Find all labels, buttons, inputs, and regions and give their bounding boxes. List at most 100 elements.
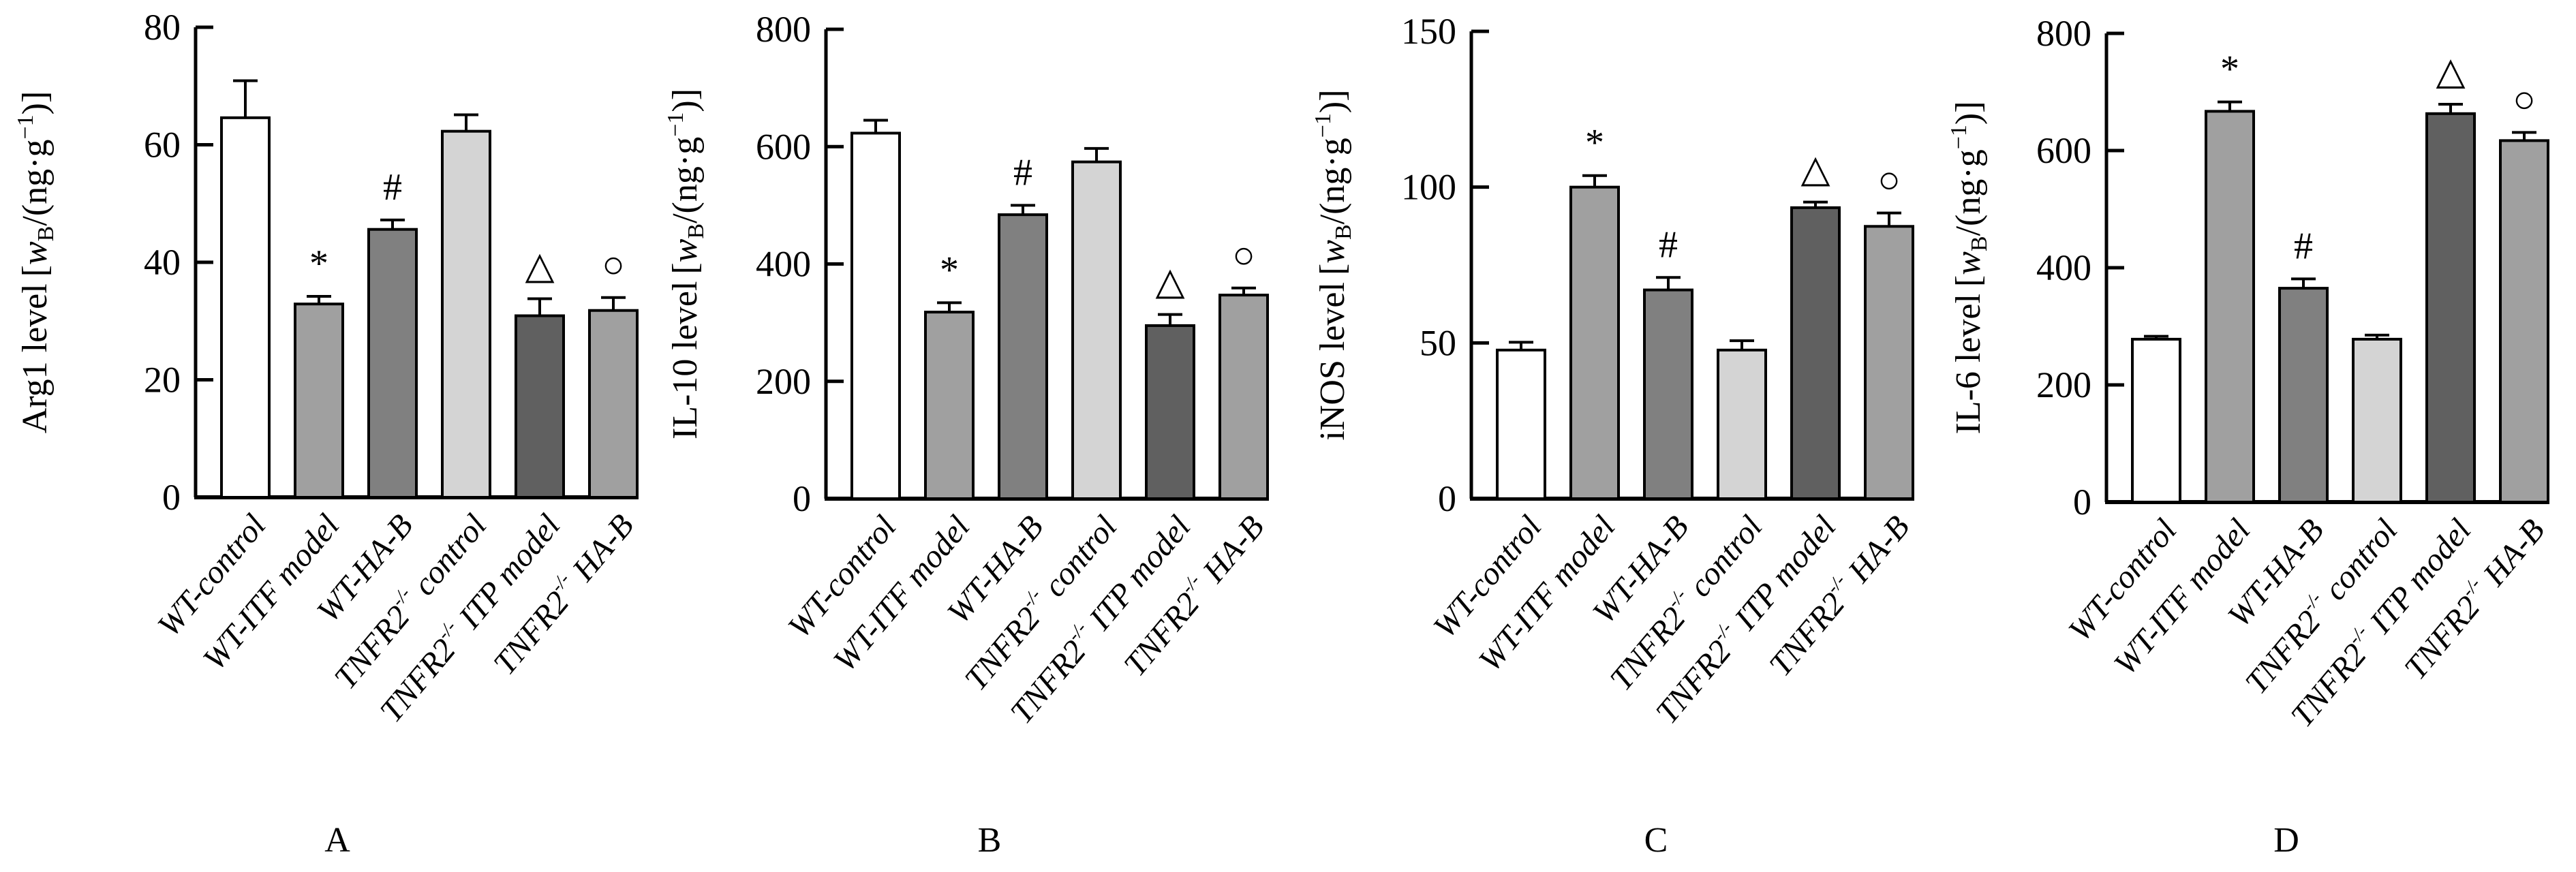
bar xyxy=(2425,112,2476,503)
bar xyxy=(1218,294,1269,500)
y-axis-title: iNOS level [wB/(ng·g−1)] xyxy=(1310,89,1356,440)
y-axis-title-name: IL-10 level xyxy=(666,281,705,439)
y-tick-label: 40 xyxy=(144,242,181,283)
y-axis-title-subscript: B xyxy=(1331,224,1356,240)
y-tick-label: 200 xyxy=(2036,364,2091,405)
x-category-label-suffix: HA-B xyxy=(560,508,641,594)
significance-marker: # xyxy=(1659,223,1678,266)
bar xyxy=(294,302,344,499)
y-axis-title-symbol: w xyxy=(1313,240,1352,264)
bar xyxy=(850,131,901,501)
y-tick-label: 400 xyxy=(756,244,811,285)
bar xyxy=(220,116,271,499)
y-axis-title-open: [ xyxy=(666,262,705,274)
y-axis-title-superscript: −1 xyxy=(13,114,38,139)
x-category-label-suffix: HA-B xyxy=(1191,509,1272,595)
significance-marker: ○ xyxy=(2513,78,2536,121)
bar xyxy=(1643,288,1693,500)
significance-marker: # xyxy=(2294,225,2313,267)
y-tick-label: 800 xyxy=(2036,13,2091,54)
y-axis-title-name: IL-6 level xyxy=(1949,294,1988,434)
y-axis-title-unit: /(ng·g xyxy=(16,140,55,226)
panel-letter: A xyxy=(324,821,350,860)
bar xyxy=(515,314,565,499)
y-tick-label: 600 xyxy=(2036,130,2091,171)
y-axis-title-open: [ xyxy=(1313,264,1352,275)
bar xyxy=(1717,348,1767,500)
y-axis-title-superscript: −1 xyxy=(1946,125,1972,149)
y-axis-title-open: [ xyxy=(16,265,55,277)
significance-marker: # xyxy=(383,166,402,208)
y-tick-label: 0 xyxy=(162,477,181,518)
y-tick-label: 800 xyxy=(756,9,811,50)
bar xyxy=(998,213,1048,500)
y-axis-title-name: Arg1 level xyxy=(16,283,55,433)
bar xyxy=(367,228,418,499)
y-tick-label: 600 xyxy=(756,126,811,167)
bar xyxy=(1071,160,1122,501)
y-axis-title-name: iNOS level xyxy=(1313,282,1352,441)
y-tick-label: 20 xyxy=(144,360,181,401)
y-axis-title-subscript: B xyxy=(1967,236,1992,251)
y-tick-label: 0 xyxy=(793,478,811,519)
y-axis-title-symbol: w xyxy=(1949,251,1988,275)
y-tick-label: 400 xyxy=(2036,247,2091,288)
bar xyxy=(2205,110,2255,503)
y-tick-label: 0 xyxy=(1438,478,1456,519)
y-tick-label: 60 xyxy=(144,125,181,166)
y-axis-title-close: )] xyxy=(666,89,705,112)
bar xyxy=(2278,287,2329,503)
significance-marker: ○ xyxy=(602,244,625,286)
bar xyxy=(1864,225,1914,500)
x-category-label-suffix: HA-B xyxy=(1836,509,1917,595)
x-category-label-suffix: HA-B xyxy=(2471,512,2552,599)
y-axis-title-subscript: B xyxy=(684,223,709,239)
significance-marker: △ xyxy=(2436,50,2465,93)
significance-marker: △ xyxy=(525,245,554,287)
y-axis-title-unit: /(ng·g xyxy=(1313,138,1352,224)
significance-marker: * xyxy=(1585,122,1604,164)
y-tick-label: 150 xyxy=(1401,11,1456,52)
significance-marker: ○ xyxy=(1232,234,1255,277)
bar xyxy=(2352,337,2402,504)
y-tick-label: 80 xyxy=(144,7,181,48)
significance-marker: # xyxy=(1013,151,1032,193)
y-axis-title-close: )] xyxy=(1313,89,1352,113)
bar xyxy=(588,309,639,499)
y-axis-title-symbol: w xyxy=(16,241,55,265)
bar xyxy=(2499,139,2549,503)
significance-marker: * xyxy=(940,249,959,291)
y-axis-title-superscript: −1 xyxy=(1310,113,1336,138)
y-axis-title-close: )] xyxy=(1949,101,1988,125)
bar xyxy=(1496,348,1546,500)
y-axis-title-unit: /(ng·g xyxy=(666,137,705,223)
y-tick-label: 50 xyxy=(1420,322,1456,363)
bar xyxy=(1790,206,1841,500)
y-axis-title: IL-10 level [wB/(ng·g−1)] xyxy=(663,89,709,439)
y-tick-label: 0 xyxy=(2073,482,2091,523)
significance-marker: ○ xyxy=(1877,159,1901,202)
y-axis-title: Arg1 level [wB/(ng·g−1)] xyxy=(13,91,59,434)
y-tick-label: 100 xyxy=(1401,167,1456,208)
significance-marker: △ xyxy=(1155,261,1184,303)
panel-letter: C xyxy=(1644,821,1668,860)
bar xyxy=(1145,324,1195,500)
significance-marker: * xyxy=(2220,48,2239,91)
y-tick-label: 200 xyxy=(756,361,811,402)
y-axis-title-open: [ xyxy=(1949,275,1988,287)
y-axis-title-unit: /(ng·g xyxy=(1949,149,1988,236)
significance-marker: △ xyxy=(1800,149,1830,191)
panel-letter: B xyxy=(978,821,1002,860)
bar xyxy=(2131,337,2181,504)
bar xyxy=(1569,185,1620,500)
y-axis-title-superscript: −1 xyxy=(663,112,688,137)
bar xyxy=(441,129,491,499)
bar xyxy=(924,311,975,500)
panel-letter: D xyxy=(2273,821,2299,860)
y-axis-title-symbol: w xyxy=(666,238,705,262)
